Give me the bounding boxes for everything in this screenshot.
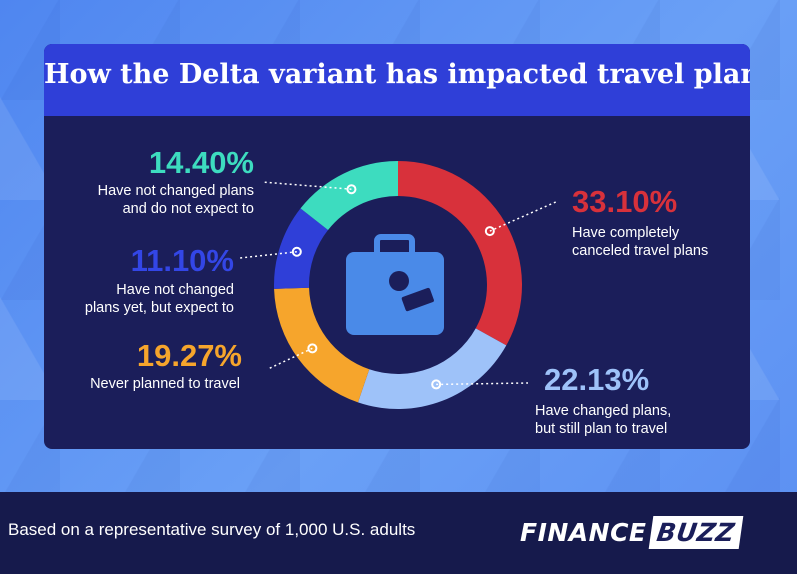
- suitcase-body: [346, 252, 444, 335]
- donut-slice-not-changed-expect: [274, 208, 329, 289]
- donut-slice-never-planned: [274, 287, 370, 403]
- chart-title: How the Delta variant has impacted trave…: [44, 59, 750, 90]
- suitcase-icon: [346, 234, 444, 335]
- financebuzz-logo: FINANCE BUZZ: [520, 514, 743, 550]
- logo-text-buzz: BUZZ: [648, 515, 743, 549]
- leader-dot-not-changed-not-expect: [346, 184, 357, 195]
- suitcase-sticker-tag: [401, 287, 434, 312]
- donut-slice-changed-still-travel: [357, 328, 507, 409]
- slice-desc-canceled: Have completely canceled travel plans: [572, 225, 709, 259]
- slice-desc-never-planned: Never planned to travel: [90, 376, 240, 392]
- slice-value-never-planned: 19.27%: [136, 338, 242, 373]
- slice-value-canceled: 33.10%: [572, 184, 678, 219]
- leader-dot-not-changed-expect: [291, 246, 302, 257]
- leader-dot-never-planned: [307, 343, 318, 354]
- donut-slice-canceled: [398, 161, 522, 346]
- slice-desc-changed-still-travel: Have changed plans, but still plan to tra…: [535, 403, 672, 437]
- slice-value-changed-still-travel: 22.13%: [544, 362, 650, 397]
- chart-card: How the Delta variant has impacted trave…: [44, 44, 750, 449]
- slice-value-not-changed-expect: 11.10%: [130, 243, 234, 278]
- slice-desc-not-changed-not-expect: Have not changed plans and do not expect …: [97, 183, 254, 217]
- donut-slice-not-changed-not-expect: [300, 161, 398, 231]
- slice-value-not-changed-not-expect: 14.40%: [148, 145, 254, 180]
- footer-note: Based on a representative survey of 1,00…: [8, 520, 416, 539]
- leader-dot-canceled: [484, 226, 495, 237]
- logo-text-finance: FINANCE: [520, 517, 647, 547]
- leader-line-changed-still-travel: [436, 382, 529, 386]
- suitcase-sticker-circle: [389, 271, 409, 291]
- leader-dot-changed-still-travel: [431, 379, 442, 390]
- slice-desc-not-changed-expect: Have not changed plans yet, but expect to: [84, 282, 234, 316]
- leader-line-never-planned: [267, 347, 313, 370]
- title-bar: [44, 44, 750, 116]
